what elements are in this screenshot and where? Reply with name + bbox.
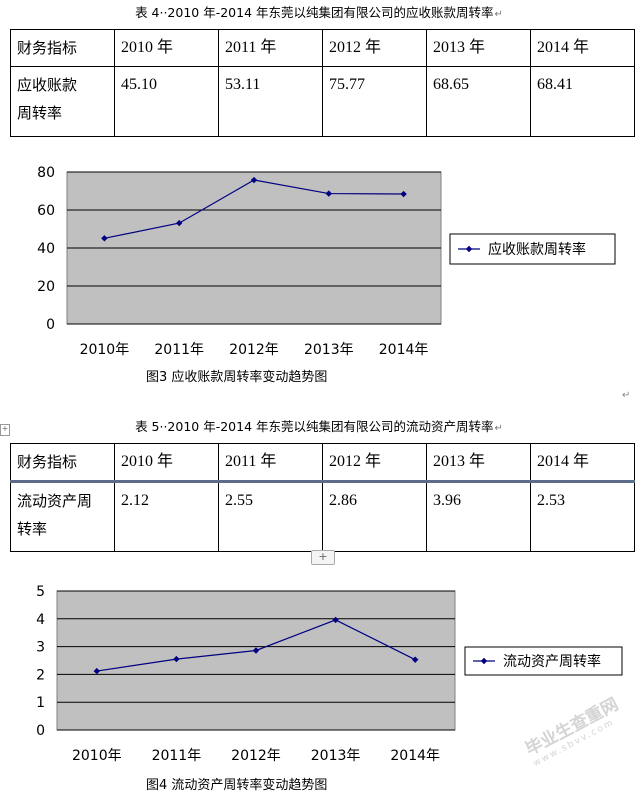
x-tick-label: 2012年 xyxy=(229,342,279,358)
table-header-row: 财务指标 2010 年 2011 年 2012 年 2013 年 2014 年 xyxy=(10,443,635,482)
y-tick-label: 5 xyxy=(36,584,45,600)
value-cell: 68.41 xyxy=(530,66,635,137)
header-cell: 财务指标 xyxy=(10,29,115,67)
x-tick-label: 2012年 xyxy=(231,748,281,764)
value-cell: 2.55 xyxy=(218,481,323,552)
value-cell: 45.10 xyxy=(114,66,219,137)
x-tick-label: 2013年 xyxy=(304,342,354,358)
y-tick-label: 40 xyxy=(37,241,55,257)
header-cell: 2012 年 xyxy=(322,29,427,67)
value-cell: 2.86 xyxy=(322,481,427,552)
value-cell: 75.77 xyxy=(322,66,427,137)
value-cell: 2.12 xyxy=(114,481,219,552)
row-label-line: 转率 xyxy=(17,520,48,538)
row-label-line: 流动资产周 xyxy=(17,492,93,510)
legend-marker xyxy=(480,657,488,665)
data-point xyxy=(250,176,258,184)
value-cell: 2.53 xyxy=(530,481,635,552)
legend-label: 应收账款周转率 xyxy=(488,241,586,258)
y-tick-label: 0 xyxy=(36,723,45,739)
table-header-row: 财务指标 2010 年 2011 年 2012 年 2013 年 2014 年 xyxy=(10,29,635,67)
row-label-line: 周转率 xyxy=(17,104,63,122)
header-cell: 财务指标 xyxy=(10,443,115,482)
y-tick-label: 2 xyxy=(36,667,45,683)
table-row: 应收账款 周转率 45.10 53.11 75.77 68.65 68.41 xyxy=(10,66,635,137)
x-tick-label: 2011年 xyxy=(154,342,204,358)
row-label: 应收账款 周转率 xyxy=(10,66,115,137)
header-cell: 2014 年 xyxy=(530,443,635,482)
y-tick-label: 3 xyxy=(36,640,45,656)
header-cell: 2013 年 xyxy=(426,29,531,67)
legend-label: 流动资产周转率 xyxy=(503,653,601,670)
data-point xyxy=(101,235,108,242)
figure3-caption: 图3 应收账款周转率变动趋势图 xyxy=(146,370,328,385)
y-tick-label: 0 xyxy=(46,317,55,333)
y-tick-label: 20 xyxy=(37,279,55,295)
header-cell: 2010 年 xyxy=(114,443,219,482)
x-tick-label: 2010年 xyxy=(80,342,130,358)
x-tick-label: 2013年 xyxy=(311,748,361,764)
y-tick-label: 80 xyxy=(37,165,55,181)
table-row: 流动资产周 转率 2.12 2.55 2.86 3.96 2.53 xyxy=(10,481,635,552)
value-cell: 53.11 xyxy=(218,66,323,137)
x-tick-label: 2011年 xyxy=(152,748,202,764)
x-tick-label: 2010年 xyxy=(72,748,122,764)
header-cell: 2012 年 xyxy=(322,443,427,482)
table5-caption: 表 5··2010 年-2014 年东莞以纯集团有限公司的流动资产周转率↵ xyxy=(135,419,503,434)
header-cell: 2011 年 xyxy=(218,29,323,67)
row-label: 流动资产周 转率 xyxy=(10,481,115,552)
add-row-button[interactable]: + xyxy=(311,550,335,565)
data-point xyxy=(332,616,339,624)
chart-receivables-turnover: 0 20 40 60 80 2010年 2011年 2012年 2013年 2014年 应收账款周转… xyxy=(37,165,616,358)
table-move-handle[interactable]: + xyxy=(0,424,10,436)
y-tick-label: 60 xyxy=(37,203,55,219)
header-cell: 2011 年 xyxy=(218,443,323,482)
data-point xyxy=(176,219,183,227)
table5: 财务指标 2010 年 2011 年 2012 年 2013 年 2014 年 … xyxy=(10,443,635,552)
value-cell: 3.96 xyxy=(426,481,531,552)
chart-current-assets-turnover: 0 1 2 3 4 5 2010年 2011年 2012年 2013年 2014年 流动资产周转率 xyxy=(36,584,623,764)
row-label-line: 应收账款 xyxy=(17,76,78,94)
header-cell: 2013 年 xyxy=(426,443,531,482)
table4-caption: 表 4··2010 年-2014 年东莞以纯集团有限公司的应收账款周转率↵ xyxy=(135,5,503,20)
paragraph-mark: ↵ xyxy=(622,390,631,401)
y-tick-label: 1 xyxy=(36,695,45,711)
data-point xyxy=(400,190,407,198)
figure4-caption: 图4 流动资产周转率变动趋势图 xyxy=(146,778,328,793)
header-cell: 2014 年 xyxy=(530,29,635,67)
y-tick-label: 4 xyxy=(36,612,45,628)
x-tick-label: 2014年 xyxy=(390,748,440,764)
value-cell: 68.65 xyxy=(426,66,531,137)
table4: 财务指标 2010 年 2011 年 2012 年 2013 年 2014 年 … xyxy=(10,29,635,137)
x-tick-label: 2014年 xyxy=(379,342,429,358)
header-cell: 2010 年 xyxy=(114,29,219,67)
plot-area xyxy=(56,590,456,731)
